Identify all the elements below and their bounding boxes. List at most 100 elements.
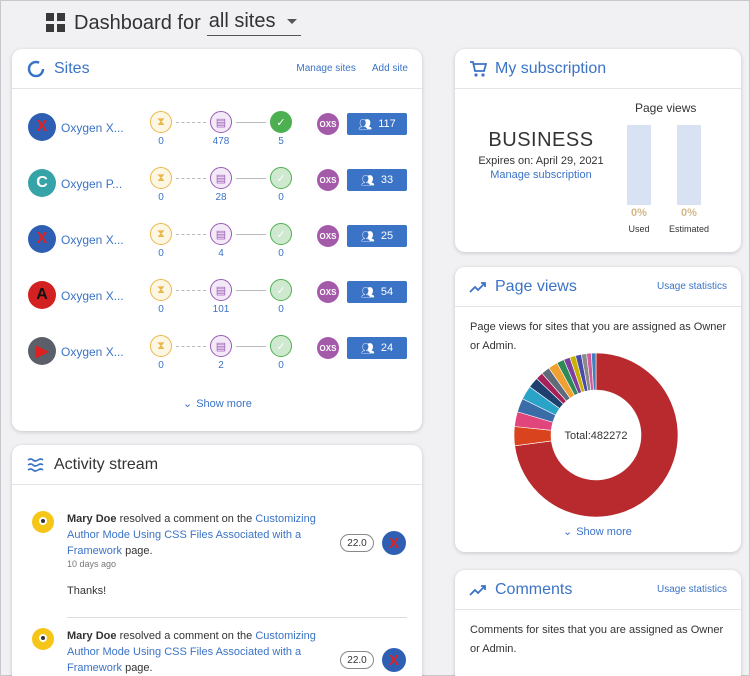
users-icon: 👥︎ bbox=[358, 118, 373, 131]
version-badge: 22.0 bbox=[340, 651, 374, 669]
used-bar bbox=[627, 125, 651, 205]
activity-action: resolved a comment on the bbox=[116, 513, 256, 525]
activity-user: Mary Doe bbox=[67, 513, 117, 525]
manage-sites-link[interactable]: Manage sites bbox=[296, 63, 356, 74]
page-views-show-more-button[interactable]: ⌄ Show more bbox=[563, 525, 632, 539]
page-views-label: Page views bbox=[635, 101, 697, 115]
comment-icon: ▤ bbox=[210, 335, 232, 357]
users-count: 24 bbox=[380, 342, 394, 354]
oxs-badge: OXS bbox=[317, 337, 339, 359]
site-name-link[interactable]: Oxygen X... bbox=[61, 345, 123, 359]
estimated-label: Estimated bbox=[668, 224, 710, 234]
resolved-count: 0 bbox=[278, 192, 284, 203]
used-label: Used bbox=[628, 224, 650, 234]
comments-count: 101 bbox=[212, 304, 230, 315]
activity-title: Activity stream bbox=[54, 455, 159, 473]
users-count: 33 bbox=[380, 174, 394, 186]
sites-show-more-button[interactable]: ⌄ Show more bbox=[183, 397, 252, 411]
subscription-card: My subscription BUSINESS Expires on: Apr… bbox=[455, 49, 741, 252]
site-name-link[interactable]: Oxygen X... bbox=[61, 289, 123, 303]
activity-text: Mary Doe resolved a comment on the Custo… bbox=[67, 511, 327, 559]
site-row: X Oxygen X... ⧗ 0 ▤ 478 ✓ 5 OXS 👥︎ 117 bbox=[12, 111, 422, 167]
resolved-stat: ✓ 0 bbox=[270, 223, 292, 259]
activity-user: Mary Doe bbox=[67, 630, 117, 642]
comment-icon: ▤ bbox=[210, 223, 232, 245]
subscription-card-header: My subscription bbox=[455, 49, 741, 89]
chevron-down-icon: ⌄ bbox=[183, 398, 193, 410]
users-button[interactable]: 👥︎ 54 bbox=[347, 281, 407, 303]
page-title: Dashboard for bbox=[74, 11, 201, 34]
users-button[interactable]: 👥︎ 25 bbox=[347, 225, 407, 247]
users-button[interactable]: 👥︎ 24 bbox=[347, 337, 407, 359]
plan-expiry: Expires on: April 29, 2021 bbox=[478, 155, 604, 167]
users-icon: 👥︎ bbox=[360, 286, 375, 299]
site-name-link[interactable]: Oxygen X... bbox=[61, 233, 123, 247]
page-views-card: Page views Usage statistics Page views f… bbox=[455, 267, 741, 552]
site-logo[interactable]: X bbox=[382, 531, 406, 555]
donut-slice-15[interactable] bbox=[591, 352, 597, 391]
pending-count: 0 bbox=[158, 304, 164, 315]
check-icon: ✓ bbox=[270, 111, 292, 133]
user-avatar bbox=[32, 511, 54, 533]
activity-doc-link[interactable]: Customizing Author Mode Using CSS Files … bbox=[67, 513, 316, 557]
donut-total-label: Total:482272 bbox=[565, 430, 628, 442]
loading-circle-icon bbox=[27, 60, 45, 77]
activity-divider bbox=[67, 617, 407, 618]
site-row: C Oxygen P... ⧗ 0 ▤ 28 ✓ 0 OXS 👥︎ 33 bbox=[12, 167, 422, 223]
users-button[interactable]: 👥︎ 117 bbox=[347, 113, 407, 135]
stat-connector bbox=[236, 346, 266, 347]
chevron-down-icon: ⌄ bbox=[563, 526, 573, 538]
site-logo[interactable]: ▶ bbox=[28, 337, 56, 365]
site-name-link[interactable]: Oxygen X... bbox=[61, 121, 123, 135]
site-logo[interactable]: A bbox=[28, 281, 56, 309]
site-filter-value: all sites bbox=[208, 10, 276, 32]
check-icon: ✓ bbox=[270, 223, 292, 245]
add-site-link[interactable]: Add site bbox=[371, 63, 408, 74]
site-logo[interactable]: X bbox=[382, 648, 406, 672]
users-icon: 👥︎ bbox=[360, 174, 375, 187]
hourglass-icon: ⧗ bbox=[150, 335, 172, 357]
resolved-count: 0 bbox=[278, 304, 284, 315]
users-icon: 👥︎ bbox=[360, 342, 375, 355]
site-row: ▶ Oxygen X... ⧗ 0 ▤ 2 ✓ 0 OXS 👥︎ 24 bbox=[12, 335, 422, 391]
site-logo[interactable]: C bbox=[28, 169, 56, 197]
subscription-title: My subscription bbox=[495, 59, 607, 77]
comments-count: 28 bbox=[215, 192, 227, 203]
comment-icon: ▤ bbox=[210, 279, 232, 301]
comment-icon: ▤ bbox=[210, 111, 232, 133]
comments-card-header: Comments Usage statistics bbox=[455, 570, 741, 610]
comments-count: 478 bbox=[212, 136, 230, 147]
pending-count: 0 bbox=[158, 136, 164, 147]
check-icon: ✓ bbox=[270, 279, 292, 301]
usage-statistics-link[interactable]: Usage statistics bbox=[656, 281, 727, 292]
page-views-description: Page views for sites that you are assign… bbox=[470, 321, 727, 352]
resolved-count: 0 bbox=[278, 360, 284, 371]
users-count: 117 bbox=[378, 118, 396, 130]
activity-action: resolved a comment on the bbox=[116, 630, 256, 642]
trending-up-icon bbox=[469, 584, 486, 596]
donut-slice-0[interactable] bbox=[514, 352, 679, 518]
site-row: A Oxygen X... ⧗ 0 ▤ 101 ✓ 0 OXS 👥︎ 54 bbox=[12, 279, 422, 335]
pending-stat: ⧗ 0 bbox=[150, 335, 172, 371]
sites-card-header: Sites Manage sites Add site bbox=[12, 49, 422, 89]
activity-doc-link[interactable]: Customizing Author Mode Using CSS Files … bbox=[67, 630, 316, 674]
usage-statistics-link[interactable]: Usage statistics bbox=[656, 584, 727, 595]
manage-subscription-link[interactable]: Manage subscription bbox=[490, 169, 592, 181]
pending-stat: ⧗ 0 bbox=[150, 167, 172, 203]
page-views-title: Page views bbox=[495, 277, 577, 295]
sites-title: Sites bbox=[54, 59, 90, 77]
stat-connector bbox=[176, 178, 206, 179]
comments-stat: ▤ 101 bbox=[210, 279, 232, 315]
resolved-stat: ✓ 0 bbox=[270, 167, 292, 203]
pending-count: 0 bbox=[158, 360, 164, 371]
site-name-link[interactable]: Oxygen P... bbox=[61, 177, 123, 191]
activity-text: Mary Doe resolved a comment on the Custo… bbox=[67, 628, 327, 676]
check-icon: ✓ bbox=[270, 335, 292, 357]
stat-connector bbox=[176, 122, 206, 123]
dashboard-icon bbox=[46, 13, 66, 33]
site-logo[interactable]: X bbox=[28, 113, 56, 141]
comments-stat: ▤ 28 bbox=[210, 167, 232, 203]
site-filter-select[interactable]: all sites bbox=[206, 10, 302, 36]
site-logo[interactable]: X bbox=[28, 225, 56, 253]
users-button[interactable]: 👥︎ 33 bbox=[347, 169, 407, 191]
